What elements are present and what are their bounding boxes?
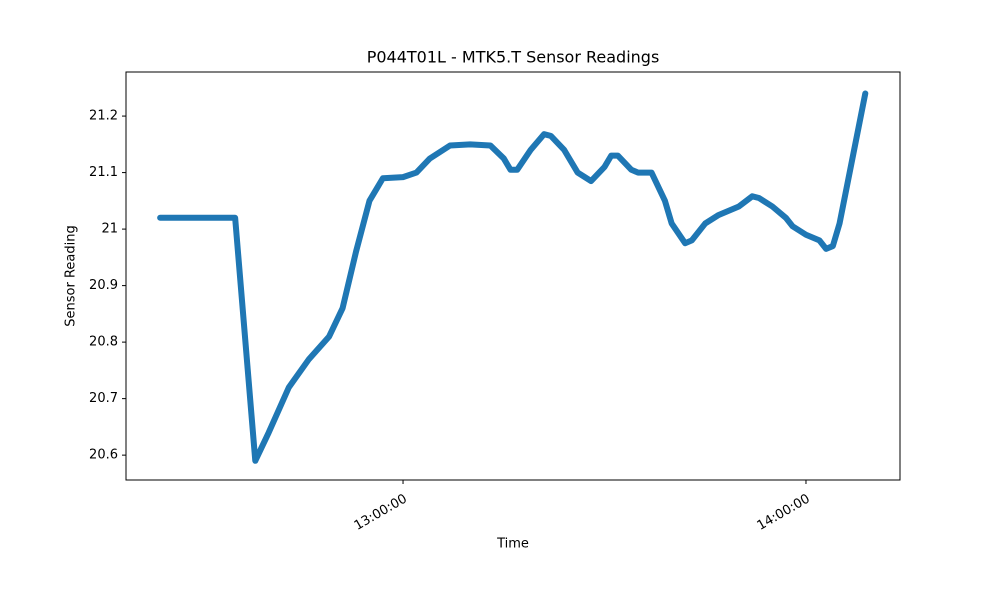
- x-tick-label: 14:00:00: [755, 492, 813, 534]
- y-axis-label: Sensor Reading: [64, 225, 79, 326]
- y-tick-label: 20.9: [89, 278, 118, 293]
- line-series: [157, 90, 869, 464]
- y-tick-label: 21.1: [89, 165, 118, 180]
- plot-frame: [125, 71, 901, 481]
- x-tick-label: 13:00:00: [352, 492, 410, 534]
- y-tick-label: 20.8: [89, 335, 118, 350]
- x-axis-label: Time: [496, 537, 529, 552]
- y-tick-label: 20.7: [89, 391, 118, 406]
- y-tick-label: 21: [101, 222, 118, 237]
- chart-title: P044T01L - MTK5.T Sensor Readings: [367, 48, 660, 67]
- y-tick-label: 20.6: [89, 448, 118, 463]
- y-tick-label: 21.2: [89, 109, 118, 124]
